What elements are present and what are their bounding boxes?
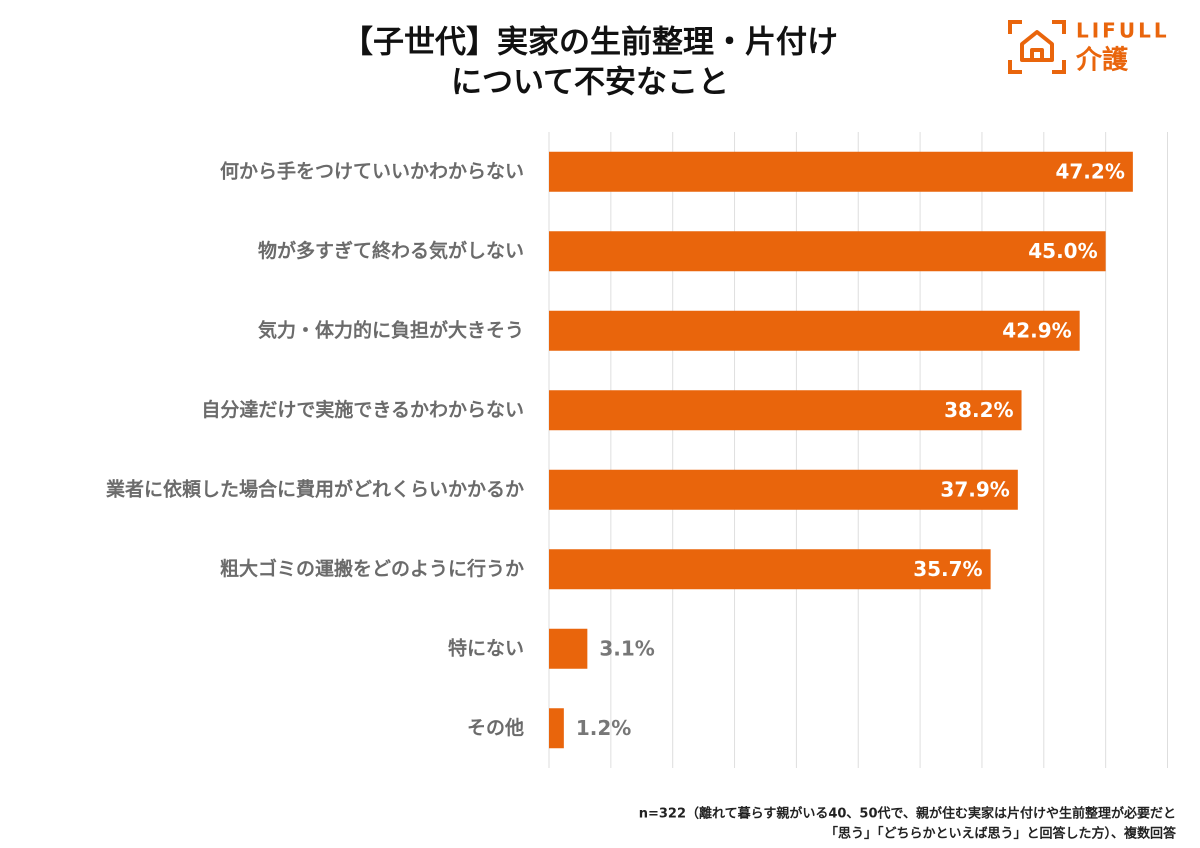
value-label: 3.1%	[599, 636, 654, 660]
value-label: 45.0%	[1028, 239, 1097, 263]
bar	[549, 310, 1080, 351]
logo-house	[1020, 30, 1054, 62]
bar	[549, 549, 991, 590]
logo-service: 介護	[1075, 45, 1129, 76]
bar	[549, 151, 1133, 192]
chart-title: 【子世代】実家の生前整理・片付け	[342, 25, 838, 61]
chart-title: について不安なこと	[451, 65, 729, 101]
y-tick-label: その他	[467, 716, 524, 739]
value-label: 38.2%	[944, 398, 1013, 422]
y-tick-label: 物が多すぎて終わる気がしない	[258, 239, 524, 262]
value-label: 42.9%	[1002, 318, 1071, 342]
footnote: 「思う」「どちらかといえば思う」と回答した方）、複数回答	[825, 826, 1177, 842]
y-tick-label: 業者に依頼した場合に費用がどれくらいかかるか	[105, 477, 524, 500]
bar	[549, 231, 1106, 272]
footnote: n=322（離れて暮らす親がいる40、50代で、親が住む実家は片付けや生前整理が…	[639, 806, 1176, 822]
value-label: 35.7%	[913, 557, 982, 581]
bar	[549, 390, 1022, 431]
y-tick-label: 何から手をつけていいかわからない	[220, 159, 524, 182]
y-tick-label: 粗大ゴミの運搬をどのように行うか	[220, 557, 524, 580]
bar	[549, 628, 588, 669]
logo-brand: LIFULL	[1076, 19, 1170, 43]
y-tick-label: 自分達だけで実施できるかわからない	[201, 398, 524, 421]
value-label: 37.9%	[940, 477, 1009, 501]
logo-frame	[1008, 20, 1066, 74]
bar	[549, 469, 1018, 510]
y-tick-label: 特にない	[448, 637, 524, 659]
value-label: 47.2%	[1055, 159, 1124, 183]
value-label: 1.2%	[576, 716, 631, 740]
bar	[549, 708, 564, 749]
logo: LIFULL 介護	[1008, 19, 1170, 76]
y-tick-label: 気力・体力的に負担が大きそう	[258, 318, 524, 341]
